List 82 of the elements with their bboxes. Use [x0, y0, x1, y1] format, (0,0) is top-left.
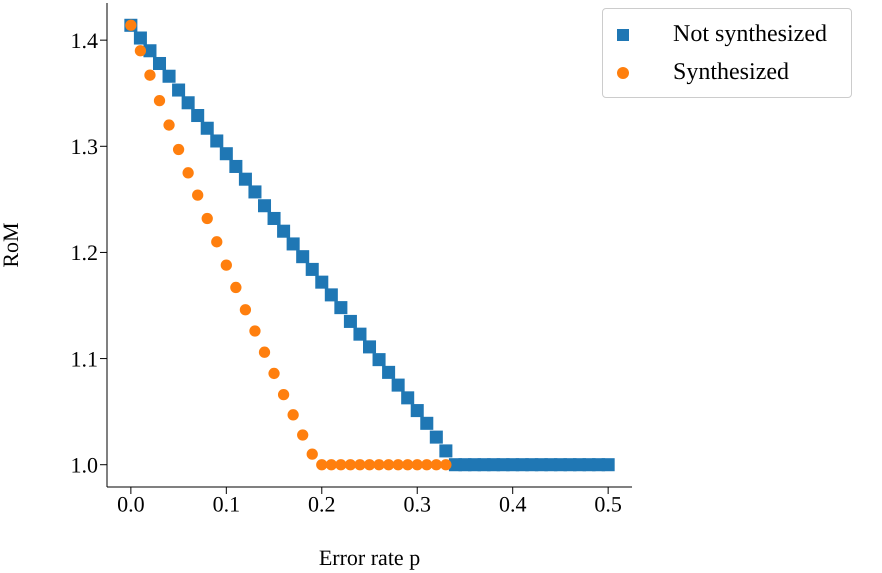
point	[229, 160, 242, 173]
x-tick-label: 0.5	[594, 492, 622, 517]
point	[354, 459, 366, 470]
point	[297, 429, 308, 441]
point	[220, 147, 233, 160]
point	[439, 444, 452, 458]
point	[326, 459, 337, 470]
y-tick-label: 1.0	[70, 452, 98, 478]
point	[192, 189, 204, 201]
x-tick-label: 0.3	[403, 492, 431, 517]
point	[134, 32, 147, 45]
point	[268, 368, 280, 380]
point	[430, 459, 442, 470]
point	[182, 167, 194, 178]
point	[163, 119, 175, 131]
point	[249, 325, 261, 337]
point	[392, 378, 405, 392]
point	[240, 304, 252, 316]
point	[210, 134, 224, 148]
point	[412, 459, 423, 470]
point	[373, 459, 385, 470]
point	[430, 430, 443, 444]
y-tick-label: 1.1	[70, 346, 98, 372]
point	[353, 328, 366, 341]
point	[152, 56, 166, 70]
point	[182, 96, 195, 110]
point	[334, 301, 348, 314]
point	[372, 353, 386, 366]
point	[440, 459, 452, 470]
point	[286, 237, 300, 250]
point	[191, 108, 204, 122]
point	[344, 314, 357, 328]
point	[602, 458, 615, 472]
point	[315, 276, 328, 289]
point	[268, 212, 281, 225]
x-axis-title: Error rate p	[318, 545, 420, 570]
legend-label: Synthesized	[673, 59, 789, 85]
point	[316, 459, 328, 470]
x-tick-label: 0.2	[308, 492, 336, 517]
point	[410, 404, 424, 418]
point	[296, 250, 310, 264]
point	[230, 282, 242, 294]
legend-label: Not synthesized	[673, 21, 827, 47]
point	[392, 459, 404, 470]
point	[421, 459, 432, 470]
point	[306, 448, 318, 460]
y-tick-label: 1.2	[70, 240, 98, 266]
point	[134, 45, 146, 56]
point	[200, 122, 214, 135]
point	[362, 340, 376, 354]
point	[382, 366, 396, 379]
point	[202, 212, 213, 224]
point	[211, 236, 222, 248]
point	[288, 409, 299, 420]
point	[277, 224, 290, 238]
point	[258, 199, 272, 212]
y-tick-label: 1.3	[70, 134, 98, 160]
point	[220, 260, 232, 271]
point	[420, 416, 434, 430]
point	[344, 459, 356, 470]
x-tick-label: 0.1	[212, 492, 240, 517]
point	[402, 459, 414, 470]
point	[172, 84, 186, 97]
point	[162, 70, 176, 83]
point	[248, 185, 262, 198]
point	[364, 459, 376, 470]
point	[306, 262, 319, 276]
point	[154, 95, 166, 106]
point	[382, 459, 394, 470]
point	[258, 346, 270, 358]
point	[324, 288, 338, 302]
x-tick-label: 0.4	[498, 492, 526, 517]
point	[238, 172, 252, 186]
point	[143, 44, 156, 58]
x-tick-label: 0.0	[117, 492, 145, 517]
y-tick-label: 1.4	[70, 28, 98, 53]
point	[144, 70, 156, 81]
point	[172, 144, 184, 156]
y-axis-title: RoM	[0, 222, 23, 268]
point	[335, 459, 347, 470]
point	[278, 389, 290, 400]
point	[401, 391, 414, 404]
